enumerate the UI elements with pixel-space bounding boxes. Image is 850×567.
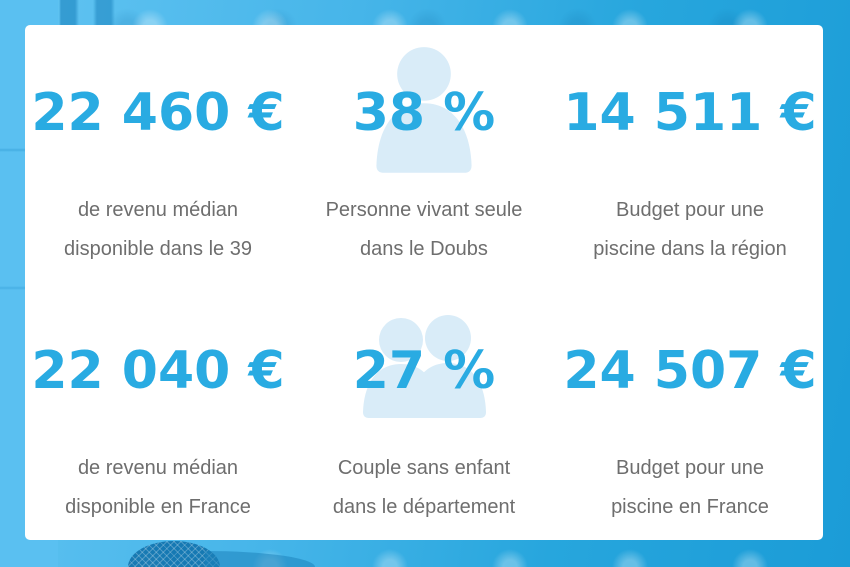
stat-cell-single-person-doubs: 38 % Personne vivant seule dans le Doubs — [291, 25, 557, 283]
stat-cell-budget-region: 14 511 € Budget pour une piscine dans la… — [557, 25, 823, 283]
stat-caption-line1: Personne vivant seule — [325, 199, 523, 221]
stat-caption: Couple sans enfant dans le département — [333, 449, 515, 527]
stats-card: 22 460 € de revenu médian disponible dan… — [25, 25, 823, 540]
stat-caption: de revenu médian disponible en France — [65, 449, 251, 527]
stat-figure: 38 % — [291, 43, 557, 183]
stat-caption-line1: de revenu médian — [77, 199, 239, 221]
stat-caption-line1: Budget pour une — [616, 456, 764, 479]
stat-figure: 24 507 € — [557, 301, 823, 441]
pool-structure-top — [55, 0, 125, 26]
stat-figure: 14 511 € — [557, 43, 823, 183]
stat-caption-line2: disponible dans le 39 — [64, 238, 252, 260]
stat-figure: 27 % — [291, 301, 557, 441]
stat-caption-line2: dans le Doubs — [360, 238, 488, 260]
stat-caption: Budget pour une piscine en France — [611, 449, 769, 527]
pool-curve-detail — [205, 551, 315, 567]
stat-figure: 22 460 € — [25, 43, 291, 183]
stat-caption-line2: dans le département — [332, 495, 516, 518]
person-icon — [363, 45, 485, 181]
stat-caption-line1: de revenu médian — [77, 456, 239, 479]
stat-value: 14 511 € — [563, 83, 817, 143]
stat-value: 24 507 € — [563, 340, 817, 401]
stat-caption-line1: Budget pour une — [616, 199, 764, 221]
stat-value: 38 % — [352, 83, 496, 143]
stat-caption: Personne vivant seule dans le Doubs — [326, 191, 523, 269]
couple-icon — [344, 307, 504, 435]
stat-cell-median-income-39: 22 460 € de revenu médian disponible dan… — [25, 25, 291, 283]
stat-caption-line2: piscine dans la région — [593, 238, 787, 260]
stat-value: 27 % — [352, 340, 496, 401]
stat-value: 22 460 € — [31, 83, 285, 143]
stat-caption-line1: Couple sans enfant — [337, 456, 511, 479]
stat-value: 22 040 € — [31, 340, 285, 401]
stat-figure: 22 040 € — [25, 301, 291, 441]
stat-caption: de revenu médian disponible dans le 39 — [64, 191, 252, 269]
stat-caption-line2: piscine en France — [611, 495, 769, 518]
stat-cell-median-income-france: 22 040 € de revenu médian disponible en … — [25, 283, 291, 541]
stat-caption-line2: disponible en France — [65, 495, 251, 518]
stat-cell-budget-france: 24 507 € Budget pour une piscine en Fran… — [557, 283, 823, 541]
stat-caption: Budget pour une piscine dans la région — [593, 191, 786, 269]
stat-cell-couple-departement: 27 % Couple sans enfant dans le départem… — [291, 283, 557, 541]
